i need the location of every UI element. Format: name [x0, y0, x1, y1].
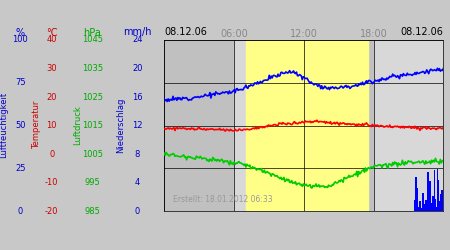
Text: 100: 100 [13, 36, 28, 44]
Text: 16: 16 [132, 92, 143, 102]
Text: 8: 8 [135, 150, 140, 159]
Text: 30: 30 [46, 64, 57, 73]
Text: 08.12.06: 08.12.06 [400, 26, 443, 36]
Bar [431, 203, 432, 211]
Text: °C: °C [46, 28, 58, 38]
Text: 75: 75 [15, 78, 26, 87]
Text: 995: 995 [85, 178, 100, 187]
Bar [164, 40, 234, 211]
Bar [436, 207, 437, 211]
Bar [422, 193, 424, 211]
Text: -20: -20 [45, 207, 58, 216]
Bar [436, 169, 438, 211]
Text: 4: 4 [135, 178, 140, 187]
Text: Luftdruck: Luftdruck [73, 105, 82, 145]
Bar [423, 208, 425, 211]
Bar [427, 172, 428, 211]
Text: 1015: 1015 [82, 121, 103, 130]
Text: 10: 10 [46, 121, 57, 130]
Bar [428, 200, 430, 211]
Text: Temperatur: Temperatur [32, 101, 41, 149]
Text: hPa: hPa [83, 28, 101, 38]
Bar [414, 200, 416, 211]
Bar [440, 201, 441, 211]
Bar [437, 180, 439, 211]
Text: 1035: 1035 [82, 64, 103, 73]
Bar [246, 40, 368, 211]
Bar [418, 208, 420, 211]
Bar [426, 206, 428, 211]
Bar [438, 210, 440, 211]
Text: Niederschlag: Niederschlag [116, 97, 125, 153]
Bar [416, 188, 418, 211]
Bar [429, 181, 431, 211]
Text: 0: 0 [18, 207, 23, 216]
Text: Erstellt: 18.01.2012 06:33: Erstellt: 18.01.2012 06:33 [173, 196, 272, 204]
Text: mm/h: mm/h [123, 28, 152, 38]
Bar [417, 207, 419, 211]
Bar [441, 194, 442, 211]
Bar [421, 210, 423, 211]
Text: 0: 0 [135, 207, 140, 216]
Text: 1025: 1025 [82, 92, 103, 102]
Bar [234, 40, 304, 211]
Bar [419, 201, 421, 211]
Bar [434, 170, 435, 211]
Bar [415, 176, 417, 211]
Text: 1005: 1005 [82, 150, 103, 159]
Bar [442, 208, 444, 211]
Text: 40: 40 [46, 36, 57, 44]
Bar [441, 190, 443, 211]
Bar [424, 204, 426, 211]
Bar [432, 196, 433, 211]
Bar [374, 40, 443, 211]
Bar [420, 208, 422, 211]
Text: Luftfeuchtigkeit: Luftfeuchtigkeit [0, 92, 8, 158]
Text: 50: 50 [15, 121, 26, 130]
Text: 20: 20 [46, 92, 57, 102]
Bar [432, 196, 434, 211]
Text: 985: 985 [84, 207, 100, 216]
Text: 08.12.06: 08.12.06 [164, 26, 207, 36]
Text: 0: 0 [49, 150, 54, 159]
Text: -10: -10 [45, 178, 58, 187]
Text: 25: 25 [15, 164, 26, 173]
Bar [425, 200, 427, 211]
Bar [435, 199, 436, 211]
Bar [304, 40, 373, 211]
Text: 20: 20 [132, 64, 143, 73]
Text: 1045: 1045 [82, 36, 103, 44]
Text: 12: 12 [132, 121, 143, 130]
Bar [430, 182, 432, 211]
Text: 24: 24 [132, 36, 143, 44]
Text: %: % [16, 28, 25, 38]
